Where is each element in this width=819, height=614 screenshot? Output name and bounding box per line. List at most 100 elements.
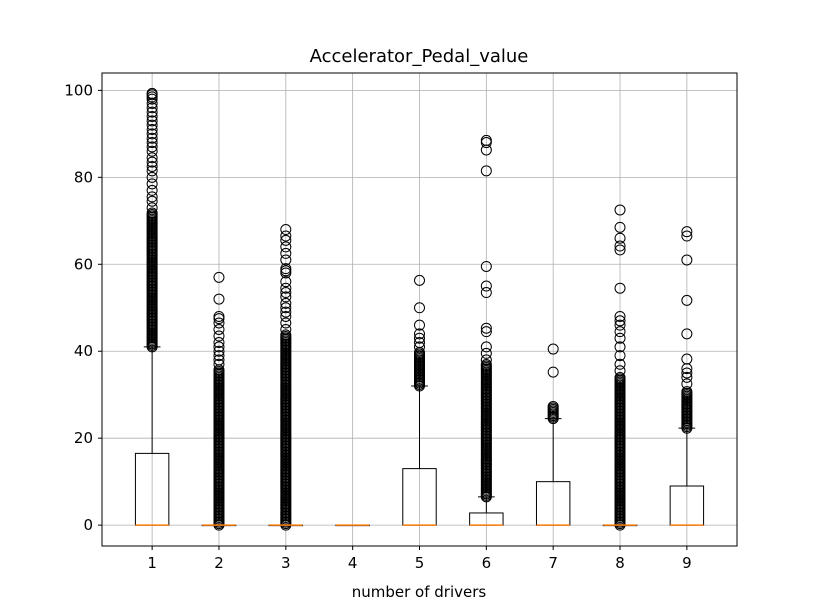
- flier-point: [280, 234, 292, 246]
- flier-point: [213, 354, 225, 366]
- flier-point: [213, 341, 225, 353]
- y-tick-label: 20: [74, 429, 93, 447]
- x-tick-label: 2: [214, 554, 224, 572]
- flier-point: [681, 328, 693, 340]
- flier-point: [146, 87, 158, 99]
- x-tick-label: 7: [548, 554, 558, 572]
- flier-point: [213, 337, 225, 349]
- flier-point: [681, 371, 693, 383]
- flier-point: [213, 358, 225, 370]
- flier-point: [681, 230, 693, 242]
- flier-point: [280, 247, 292, 259]
- x-tick-label: 1: [147, 554, 157, 572]
- flier-point: [213, 293, 225, 305]
- box-group-3: [268, 224, 304, 531]
- flier-point: [614, 221, 626, 233]
- flier-point: [280, 241, 292, 253]
- flier-point: [547, 343, 559, 355]
- flier-point: [146, 202, 158, 214]
- flier-point: [681, 367, 693, 379]
- flier-point: [480, 260, 492, 272]
- x-tick-label: 5: [415, 554, 425, 572]
- flier-point: [280, 297, 292, 309]
- flier-point: [146, 128, 158, 140]
- flier-point: [547, 366, 559, 378]
- flier-point: [480, 280, 492, 292]
- x-tick-label: 4: [348, 554, 358, 572]
- flier-point: [213, 323, 225, 335]
- box-group-2: [201, 271, 237, 531]
- flier-point: [614, 358, 626, 370]
- flier-point: [614, 341, 626, 353]
- flier-point: [480, 134, 492, 146]
- flier-point: [146, 137, 158, 149]
- flier-point: [280, 329, 292, 341]
- flier-point: [146, 145, 158, 157]
- flier-point: [213, 345, 225, 357]
- flier-point: [146, 110, 158, 122]
- flier-point: [146, 165, 158, 177]
- flier-point: [280, 276, 292, 288]
- flier-point: [614, 282, 626, 294]
- flier-point: [414, 319, 425, 331]
- x-tick-label: 9: [682, 554, 692, 572]
- plot-area: [134, 87, 705, 531]
- flier-point: [280, 291, 292, 303]
- flier-point: [146, 115, 158, 127]
- flier-point: [614, 319, 626, 331]
- flier-point: [681, 386, 693, 398]
- x-tick-label: 3: [281, 554, 291, 572]
- flier-point: [614, 240, 626, 252]
- flier-point: [681, 254, 693, 266]
- flier-point: [480, 165, 492, 177]
- flier-point: [146, 191, 158, 203]
- box-group-4: [335, 524, 370, 527]
- flier-point: [146, 184, 158, 196]
- flier-point: [614, 232, 626, 244]
- flier-point: [681, 353, 693, 365]
- flier-point: [280, 317, 292, 329]
- flier-point: [681, 226, 693, 238]
- flier-point: [414, 332, 425, 344]
- flier-point: [146, 160, 158, 172]
- flier-point: [614, 372, 626, 384]
- flier-point: [614, 365, 626, 377]
- x-axis-title: number of drivers: [352, 583, 487, 601]
- flier-point: [280, 323, 292, 335]
- x-tick-label: 8: [615, 554, 625, 572]
- flier-point: [480, 322, 492, 334]
- flier-point: [614, 204, 626, 216]
- flier-point: [547, 400, 559, 412]
- y-tick-label: 80: [74, 168, 93, 186]
- chart-title: Accelerator_Pedal_value: [310, 46, 529, 67]
- flier-point: [280, 224, 292, 236]
- flier-point: [213, 330, 225, 342]
- flier-point: [280, 287, 292, 299]
- flier-point: [614, 350, 626, 362]
- flier-point: [614, 310, 626, 322]
- flier-point: [280, 263, 292, 275]
- flier-point: [480, 341, 492, 353]
- flier-point: [146, 106, 158, 118]
- flier-point: [146, 119, 158, 131]
- flier-point: [280, 230, 292, 242]
- flier-point: [280, 306, 292, 318]
- box-group-8: [602, 204, 638, 531]
- box-group-9: [669, 226, 705, 526]
- flier-point: [213, 350, 225, 362]
- flier-point: [280, 302, 292, 314]
- flier-point: [414, 274, 425, 286]
- flier-point: [414, 341, 425, 353]
- flier-point: [480, 347, 492, 359]
- flier-point: [146, 207, 158, 219]
- box-group-1: [134, 87, 170, 526]
- flier-point: [146, 171, 158, 183]
- flier-point: [146, 102, 158, 114]
- box-group-5: [402, 274, 437, 526]
- flier-point: [414, 302, 425, 314]
- flier-point: [146, 195, 158, 207]
- flier-point: [480, 358, 492, 370]
- flier-point: [213, 271, 225, 283]
- flier-point: [614, 326, 626, 338]
- flier-point: [480, 287, 492, 299]
